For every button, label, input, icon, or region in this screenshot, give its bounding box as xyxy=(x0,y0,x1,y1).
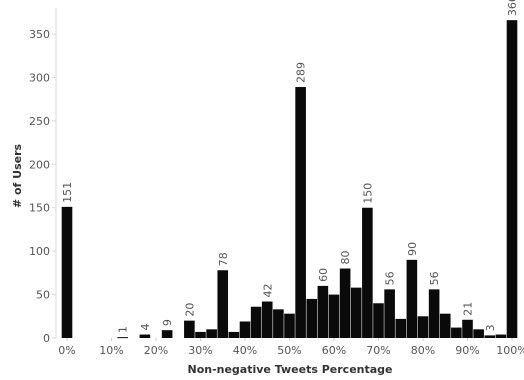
bar-value-label: 366 xyxy=(506,0,519,16)
bar-value-label: 289 xyxy=(295,62,308,83)
histogram-bar xyxy=(451,327,462,338)
histogram-bar xyxy=(417,316,429,338)
histogram-bar xyxy=(506,20,518,338)
histogram-bar xyxy=(339,268,351,338)
x-tick-label: 90% xyxy=(455,344,479,357)
x-tick-label: 10% xyxy=(99,344,123,357)
bar-value-label: 60 xyxy=(317,268,330,282)
y-tick-label: 300 xyxy=(29,71,50,84)
histogram-bar xyxy=(184,320,195,338)
histogram-bar xyxy=(239,321,251,338)
y-axis-title: # of Users xyxy=(11,143,24,208)
x-tick-label: 30% xyxy=(188,344,212,357)
histogram-bar xyxy=(306,298,318,338)
histogram-bar xyxy=(406,259,418,338)
histogram-bar xyxy=(261,301,273,338)
histogram-bar xyxy=(328,294,340,338)
bar-value-label: 80 xyxy=(339,251,352,265)
histogram-bar xyxy=(362,207,373,338)
bar-value-label: 20 xyxy=(183,303,196,317)
bar-value-label: 150 xyxy=(361,183,374,204)
bar-value-label: 56 xyxy=(428,271,441,285)
histogram-bar xyxy=(273,309,284,338)
x-tick-label: 70% xyxy=(366,344,390,357)
histogram-bar xyxy=(350,287,362,338)
y-tick-label: 200 xyxy=(29,158,50,171)
bar-value-label: 56 xyxy=(384,271,397,285)
bar-value-label: 151 xyxy=(61,182,74,203)
histogram-bar xyxy=(462,319,473,338)
histogram-bar xyxy=(373,303,384,338)
histogram-bar xyxy=(395,318,407,338)
bar-value-label: 9 xyxy=(161,319,174,326)
histogram-bar xyxy=(250,306,262,338)
x-tick-label: 100% xyxy=(496,344,524,357)
histogram-bar xyxy=(206,329,217,338)
y-tick-label: 250 xyxy=(29,115,50,128)
histogram-bar xyxy=(439,313,451,338)
x-tick-label: 20% xyxy=(144,344,168,357)
bar-value-label: 42 xyxy=(261,284,274,298)
histogram-bar xyxy=(228,331,240,338)
histogram-bar xyxy=(473,329,484,338)
y-tick-label: 0 xyxy=(43,332,50,345)
bar-value-label: 78 xyxy=(217,252,230,266)
x-axis-title: Non-negative Tweets Percentage xyxy=(187,363,392,376)
histogram-bar xyxy=(61,206,73,338)
histogram-bar xyxy=(139,334,151,338)
histogram-bar xyxy=(117,337,128,339)
x-tick-label: 40% xyxy=(233,344,257,357)
y-tick-label: 150 xyxy=(29,202,50,215)
y-tick-label: 350 xyxy=(29,28,50,41)
bar-value-label: 21 xyxy=(462,302,475,316)
y-tick-label: 50 xyxy=(36,289,50,302)
bar-value-label: 4 xyxy=(139,324,152,331)
histogram-bar xyxy=(317,285,329,338)
x-tick-label: 50% xyxy=(277,344,301,357)
histogram-bar xyxy=(217,270,229,338)
x-tick-label: 80% xyxy=(411,344,435,357)
histogram-bar xyxy=(295,87,306,339)
histogram-bar xyxy=(384,289,395,338)
x-tick-label: 0% xyxy=(58,344,75,357)
histogram-bar xyxy=(428,289,440,338)
x-tick-label: 60% xyxy=(322,344,346,357)
histogram-bar xyxy=(195,331,206,338)
bar-value-label: 1 xyxy=(117,326,130,333)
bar-value-label: 90 xyxy=(406,242,419,256)
histogram-bar xyxy=(161,330,173,338)
histogram-bar xyxy=(284,313,295,338)
y-tick-label: 100 xyxy=(29,245,50,258)
bar-value-label: 3 xyxy=(484,324,497,331)
histogram-bar xyxy=(495,334,507,338)
histogram-bar xyxy=(484,335,496,338)
